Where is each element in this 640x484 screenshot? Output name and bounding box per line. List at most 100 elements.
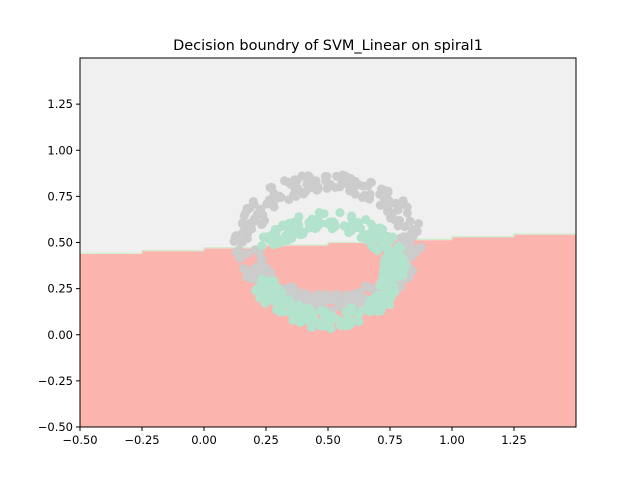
data-point — [302, 312, 312, 322]
data-point — [262, 291, 272, 301]
data-point — [361, 215, 371, 225]
data-point — [354, 317, 364, 327]
data-point — [341, 290, 351, 300]
data-point — [298, 229, 308, 239]
data-point — [383, 203, 393, 212]
data-point — [334, 172, 344, 182]
data-point — [266, 276, 276, 286]
y-tick-label: −0.25 — [38, 374, 73, 388]
data-point — [236, 237, 246, 247]
data-point — [283, 231, 293, 241]
data-point — [250, 245, 260, 255]
data-point — [337, 179, 347, 189]
data-point — [294, 300, 303, 310]
data-point — [272, 282, 282, 292]
data-point — [255, 293, 265, 303]
data-point — [391, 198, 401, 208]
data-point — [285, 299, 294, 309]
data-point — [414, 219, 423, 229]
boundary-edge — [80, 233, 576, 254]
data-point — [269, 295, 279, 305]
data-point — [323, 219, 333, 229]
x-tick-label: −0.25 — [124, 433, 159, 447]
data-point — [363, 181, 373, 191]
data-point — [396, 243, 406, 253]
y-tick-label: 0.00 — [47, 328, 73, 342]
x-tick-label: 1.00 — [439, 433, 465, 447]
data-point — [400, 222, 410, 232]
data-point — [261, 283, 271, 293]
data-point — [262, 199, 272, 209]
data-point — [305, 304, 315, 314]
data-point — [289, 190, 298, 200]
data-point — [371, 234, 381, 244]
data-point — [284, 218, 294, 228]
data-point — [280, 176, 289, 186]
x-tick-label: 0.75 — [377, 433, 403, 447]
data-point — [244, 224, 253, 233]
data-point — [301, 187, 311, 197]
data-point — [385, 236, 395, 246]
x-tick-label: −0.50 — [62, 433, 97, 447]
data-point — [330, 313, 340, 323]
data-point — [360, 190, 370, 200]
data-point — [257, 219, 267, 229]
y-tick-label: 0.25 — [47, 282, 73, 296]
data-point — [375, 280, 384, 290]
data-point — [311, 176, 321, 186]
data-point — [341, 171, 351, 181]
data-point — [383, 290, 393, 300]
data-point — [345, 182, 355, 192]
data-point — [395, 269, 405, 279]
data-point — [320, 172, 330, 181]
data-point — [304, 291, 313, 301]
y-tick-label: −0.50 — [38, 420, 73, 434]
data-point — [398, 253, 408, 262]
data-point — [250, 216, 260, 225]
x-axis: −0.50 −0.25 0.00 0.25 0.50 0.75 1.00 1.25 — [62, 427, 527, 447]
y-tick-label: 0.50 — [47, 236, 73, 250]
data-point — [294, 220, 304, 230]
x-tick-label: 0.00 — [191, 433, 217, 447]
chart-title: Decision boundry of SVM_Linear on spiral… — [173, 38, 483, 54]
data-point — [257, 255, 267, 265]
data-point — [412, 227, 422, 237]
data-point — [292, 175, 302, 185]
data-point — [353, 310, 363, 320]
data-point — [363, 301, 373, 311]
data-point — [312, 290, 322, 300]
data-point — [370, 300, 380, 310]
data-point — [269, 202, 279, 212]
data-point — [367, 227, 377, 237]
data-point — [335, 208, 345, 218]
data-point — [330, 294, 340, 304]
x-tick-label: 0.25 — [253, 433, 279, 447]
data-point — [383, 280, 393, 290]
data-point — [231, 247, 241, 257]
data-point — [330, 222, 340, 231]
data-point — [383, 244, 392, 254]
data-point — [323, 290, 333, 300]
data-point — [376, 306, 386, 316]
y-tick-label: 1.25 — [47, 97, 73, 111]
data-point — [242, 249, 252, 258]
data-point — [276, 192, 286, 202]
data-point — [383, 267, 393, 277]
series-2 — [251, 208, 411, 333]
data-point — [376, 294, 386, 304]
y-axis: −0.50 −0.25 0.00 0.25 0.50 0.75 1.00 1.25 — [38, 97, 80, 434]
data-point — [380, 189, 390, 199]
data-point — [312, 221, 322, 231]
data-point — [257, 241, 267, 251]
data-point — [393, 205, 403, 215]
data-point — [285, 282, 295, 292]
data-point — [402, 208, 412, 218]
data-point — [408, 245, 418, 255]
data-point — [326, 323, 336, 333]
data-point — [416, 242, 426, 252]
data-point — [270, 224, 280, 234]
data-point — [339, 221, 349, 231]
data-point — [289, 309, 299, 319]
